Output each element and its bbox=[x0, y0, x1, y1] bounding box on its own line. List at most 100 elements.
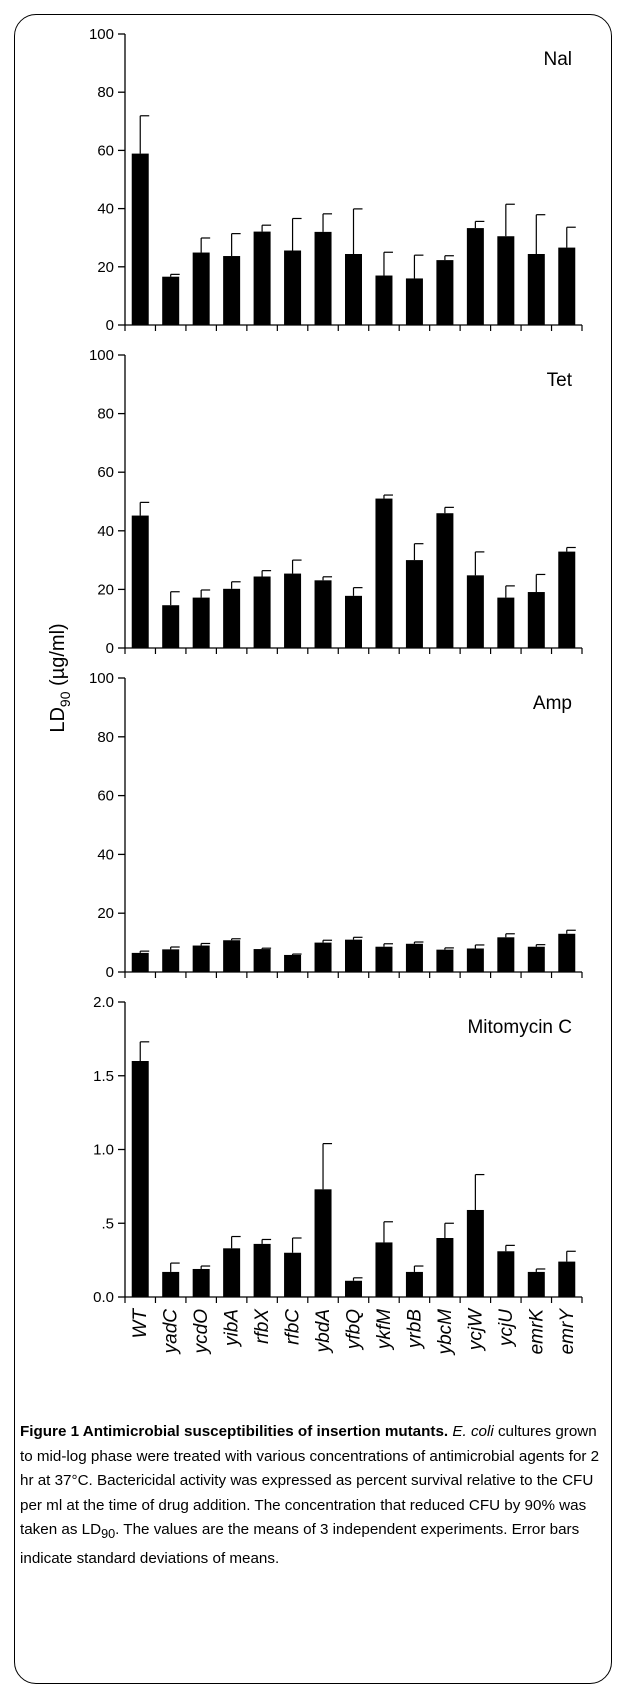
bar-yfbQ bbox=[345, 253, 362, 325]
bar-yfbQ bbox=[345, 939, 362, 972]
bar-yadC bbox=[162, 1271, 180, 1297]
bar-rfbC bbox=[284, 250, 302, 325]
bar-ycdO bbox=[192, 252, 210, 325]
category-label-ycjW: ycjW bbox=[465, 1307, 486, 1352]
bar-emrY bbox=[558, 247, 576, 325]
panel-4-y-tick-label: 2.0 bbox=[93, 994, 114, 1011]
category-label-ykfM: ykfM bbox=[374, 1309, 395, 1351]
bar-ybdA bbox=[314, 580, 332, 648]
bar-emrY bbox=[558, 551, 576, 648]
bar-rfbX bbox=[253, 949, 271, 972]
bar-ycdO bbox=[192, 597, 210, 648]
panel-1-y-tick-label: 80 bbox=[97, 84, 114, 101]
bar-yibA bbox=[223, 256, 241, 325]
bar-ycjW bbox=[466, 575, 484, 648]
bar-yrbB bbox=[405, 278, 423, 325]
bar-yrbB bbox=[405, 943, 423, 972]
bar-ybcM bbox=[436, 260, 454, 325]
panel-3-y-tick-label: 80 bbox=[97, 729, 114, 746]
panel-2-y-tick-label: 80 bbox=[97, 406, 114, 423]
panel-4-y-tick-label: 0.0 bbox=[93, 1289, 114, 1306]
figure-caption: Figure 1 Antimicrobial susceptibilities … bbox=[20, 1420, 606, 1572]
figure-chart: LD90 (µg/ml) 0 20 40 60 80 100 Nal 0 20 40 60 80 100… bbox=[47, 26, 583, 1357]
category-label-emrY: emrY bbox=[557, 1308, 578, 1355]
panel-2-y-tick-label: 0 bbox=[106, 640, 114, 657]
panel-2-label: Tet bbox=[547, 370, 573, 391]
bar-yibA bbox=[223, 940, 241, 972]
category-label-rfbC: rfbC bbox=[283, 1309, 304, 1345]
panel-4-label: Mitomycin C bbox=[467, 1017, 572, 1038]
panel-3-y-tick-label: 0 bbox=[106, 964, 114, 981]
panel-2-y-tick-label: 60 bbox=[97, 464, 114, 481]
bar-yrbB bbox=[405, 1271, 423, 1297]
bar-rfbX bbox=[253, 1243, 271, 1297]
bar-ycjU bbox=[497, 937, 515, 972]
bar-rfbC bbox=[284, 1252, 302, 1297]
bar-rfbC bbox=[284, 954, 302, 972]
panel-1-y-tick-label: 100 bbox=[89, 26, 114, 43]
panel-3-y-tick-label: 100 bbox=[89, 670, 114, 687]
bar-rfbC bbox=[284, 573, 302, 648]
bar-yadC bbox=[162, 949, 180, 972]
bar-yibA bbox=[223, 1248, 241, 1297]
bar-ykfM bbox=[375, 1242, 393, 1297]
bar-ycjU bbox=[497, 1251, 515, 1297]
category-label-yibA: yibA bbox=[222, 1309, 243, 1348]
panel-4-y-tick-label: 1.0 bbox=[93, 1142, 114, 1159]
caption-species: E. coli bbox=[452, 1423, 494, 1440]
bar-emrK bbox=[527, 1271, 545, 1297]
panel-1-y-tick-label: 0 bbox=[106, 317, 114, 334]
bar-emrY bbox=[558, 1261, 576, 1297]
bar-emrY bbox=[558, 933, 576, 972]
panel-1-y-tick-label: 40 bbox=[97, 201, 114, 218]
category-label-ybcM: ybcM bbox=[435, 1309, 456, 1357]
bar-ybdA bbox=[314, 231, 332, 325]
bar-ykfM bbox=[375, 498, 393, 648]
bar-emrK bbox=[527, 946, 545, 972]
panel-4-y-tick-label: 1.5 bbox=[93, 1068, 114, 1085]
panel-1-label: Nal bbox=[543, 49, 572, 70]
panel-3-label: Amp bbox=[533, 693, 572, 714]
bar-ycjW bbox=[466, 948, 484, 972]
bar-yfbQ bbox=[345, 1280, 362, 1297]
panel-2-y-tick-label: 40 bbox=[97, 523, 114, 540]
panel-1-y-tick-label: 60 bbox=[97, 142, 114, 159]
bar-yibA bbox=[223, 588, 241, 648]
category-label-rfbX: rfbX bbox=[252, 1308, 273, 1344]
bar-ykfM bbox=[375, 275, 393, 325]
category-label-yadC: yadC bbox=[161, 1309, 182, 1356]
bar-yadC bbox=[162, 276, 180, 325]
panel-3-y-tick-label: 20 bbox=[97, 905, 114, 922]
bar-ybcM bbox=[436, 513, 454, 648]
bar-emrK bbox=[527, 253, 545, 325]
panel-3-y-tick-label: 40 bbox=[97, 846, 114, 863]
caption-title: Figure 1 Antimicrobial susceptibilities … bbox=[20, 1423, 444, 1440]
bar-emrK bbox=[527, 592, 545, 648]
bar-ycjW bbox=[466, 1209, 484, 1297]
bar-yfbQ bbox=[345, 595, 362, 648]
panel-3-y-tick-label: 60 bbox=[97, 788, 114, 805]
category-label-ybdA: ybdA bbox=[313, 1309, 334, 1354]
category-label-emrK: emrK bbox=[526, 1308, 547, 1355]
category-label-ycjU: ycjU bbox=[496, 1309, 517, 1348]
bar-ycjU bbox=[497, 597, 515, 648]
bar-WT bbox=[131, 1061, 149, 1297]
bar-ycdO bbox=[192, 945, 210, 972]
panel-2-y-tick-label: 20 bbox=[97, 581, 114, 598]
category-label-WT: WT bbox=[130, 1308, 151, 1339]
category-label-ycdO: ycdO bbox=[191, 1309, 212, 1356]
bar-ybdA bbox=[314, 1189, 332, 1297]
bar-rfbX bbox=[253, 231, 271, 325]
bar-ybdA bbox=[314, 942, 332, 972]
bar-ybcM bbox=[436, 1238, 454, 1297]
bar-ykfM bbox=[375, 946, 393, 972]
bar-ycjU bbox=[497, 236, 515, 325]
caption-sub: 90 bbox=[101, 1527, 116, 1542]
bar-WT bbox=[131, 515, 149, 648]
category-label-yrbB: yrbB bbox=[404, 1309, 425, 1350]
caption-title-end: . bbox=[443, 1423, 453, 1440]
bar-yadC bbox=[162, 605, 180, 648]
y-axis-label: LD90 (µg/ml) bbox=[47, 623, 73, 732]
category-label-yfbQ: yfbQ bbox=[344, 1309, 365, 1351]
panel-4-y-tick-label: .5 bbox=[101, 1215, 114, 1232]
